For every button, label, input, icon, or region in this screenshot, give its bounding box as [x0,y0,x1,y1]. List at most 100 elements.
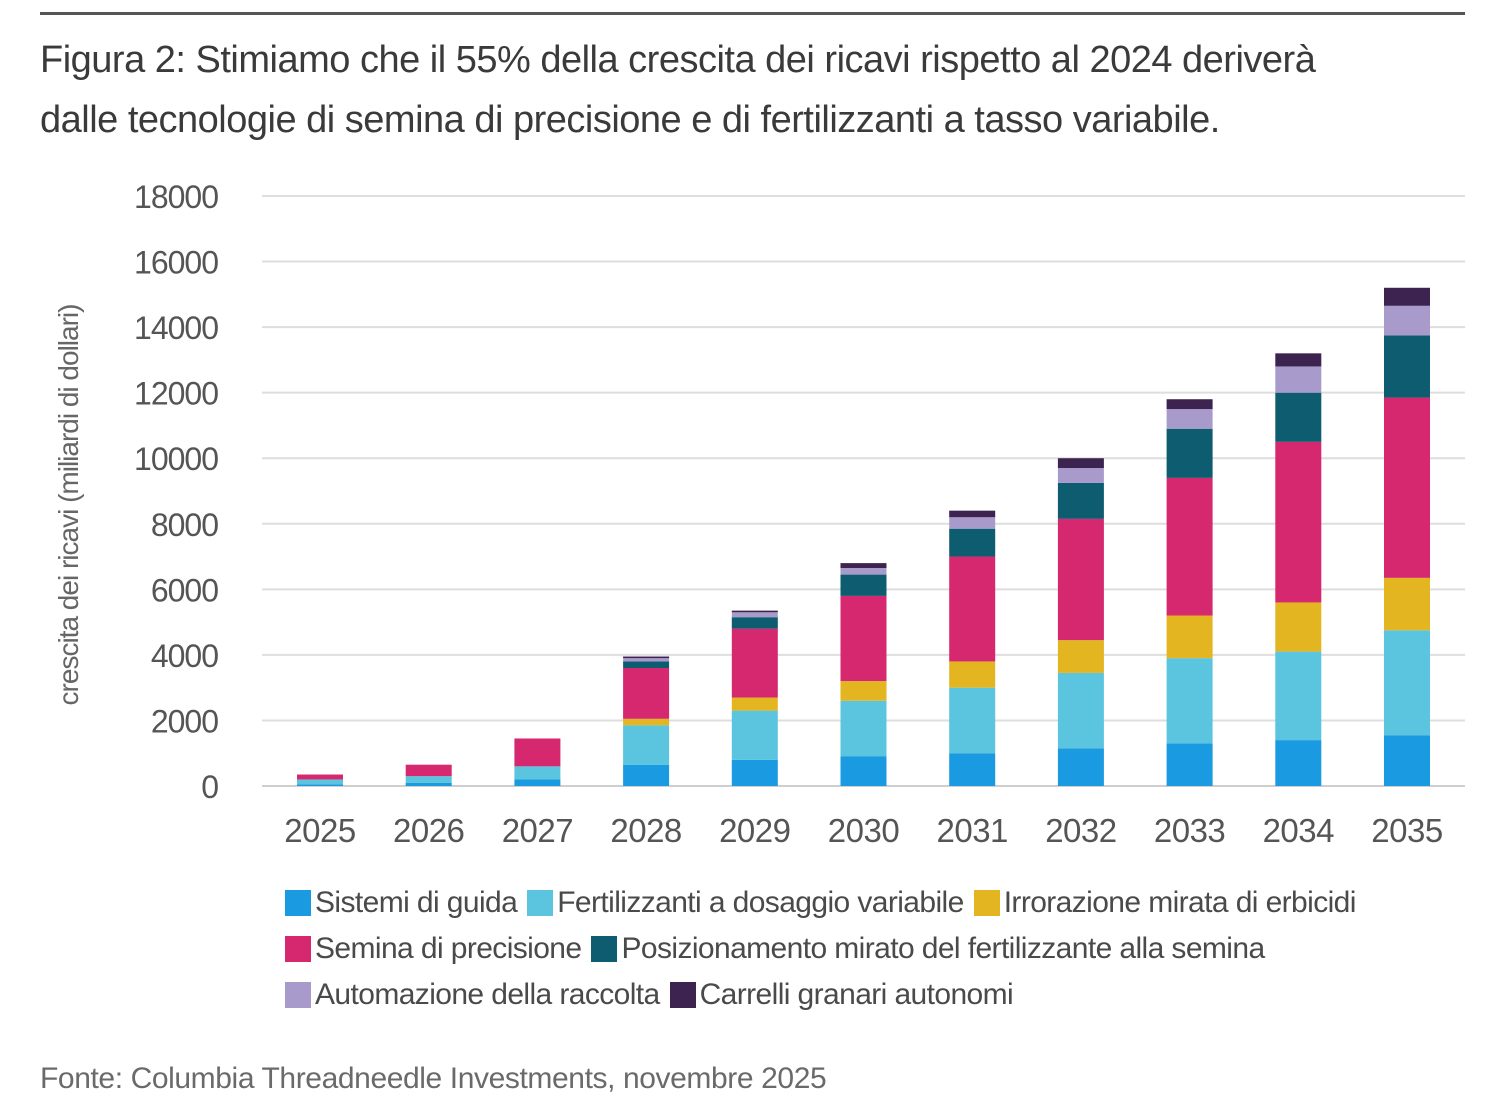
x-tick-label: 2031 [936,812,1007,849]
bar-segment-2032-3 [1057,518,1104,641]
bar-segment-2034-0 [1275,740,1322,786]
y-tick-label: 10000 [134,441,218,477]
bar-segment-2028-1 [623,725,670,765]
bar-segment-2027-0 [514,779,561,786]
bar-segment-2029-3 [731,628,778,698]
x-tick-label: 2026 [393,812,464,849]
bar-segment-2031-6 [949,510,996,518]
y-tick-label: 6000 [151,572,218,608]
bar-segment-2035-4 [1384,335,1430,398]
legend-label: Carrelli granari autonomi [699,978,1014,1011]
x-tick-label: 2030 [828,812,900,849]
bar-segment-2035-6 [1384,287,1430,306]
chart-legend: Sistemi di guida Fertilizzanti a dosaggi… [285,880,1485,1018]
y-tick-label: 8000 [151,507,218,543]
x-tick-label: 2025 [284,812,355,849]
bar-segment-2033-2 [1166,615,1213,659]
bar-segment-2030-6 [840,563,887,569]
bar-segment-2030-5 [840,568,887,575]
bar-segment-2035-3 [1384,397,1430,578]
bar-segment-2034-1 [1275,651,1322,741]
bar-segment-2032-2 [1057,640,1104,673]
bar-segment-2032-1 [1057,672,1104,749]
x-tick-label: 2034 [1263,812,1335,849]
legend-row: Sistemi di guida Fertilizzanti a dosaggi… [285,880,1485,926]
x-tick-label: 2032 [1045,812,1116,849]
bar-segment-2034-3 [1275,441,1322,603]
bar-segment-2028-3 [623,668,670,719]
bar-segment-2027-1 [514,766,561,780]
bar-segment-2035-0 [1384,735,1430,786]
legend-swatch [285,982,311,1008]
bar-segment-2032-4 [1057,482,1104,519]
bar-segment-2033-1 [1166,658,1213,744]
bar-segment-2028-2 [623,718,670,726]
bar-segment-2033-3 [1166,477,1213,616]
bar-segment-2030-1 [840,700,887,757]
bar-segment-2025-0 [297,784,343,786]
bar-segment-2034-5 [1275,366,1322,393]
legend-item-semina: Semina di precisione [285,932,582,966]
bar-segment-2032-5 [1057,468,1104,483]
bar-segment-2033-4 [1166,428,1213,478]
bar-segment-2025-3 [297,774,343,780]
legend-label: Sistemi di guida [315,886,518,919]
y-tick-label: 14000 [134,310,218,346]
bar-segment-2029-6 [731,610,778,613]
bar-segment-2026-1 [405,776,452,783]
legend-swatch [591,936,618,962]
bar-segment-2028-6 [623,656,670,659]
legend-swatch [669,982,696,1008]
legend-swatch [285,890,311,916]
bar-segment-2035-2 [1384,577,1430,631]
bar-segment-2031-1 [949,687,996,754]
bar-segment-2028-0 [623,764,670,786]
bar-segment-2031-5 [949,517,996,529]
bar-segment-2030-0 [840,756,887,786]
legend-label: Semina di precisione [315,932,582,965]
source-note: Fonte: Columbia Threadneedle Investments… [40,1062,827,1095]
y-tick-label: 0 [201,769,218,805]
legend-label: Irrorazione mirata di erbicidi [1003,886,1357,919]
bar-segment-2030-3 [840,595,887,682]
y-tick-label: 18000 [134,179,218,215]
bar-segment-2029-0 [731,759,778,786]
bar-segment-2033-5 [1166,409,1213,429]
stacked-bar-chart: 0 2000 4000 6000 8000 10000 12000 14000 16000 180… [53,179,1465,849]
x-tick-label: 2029 [719,812,790,849]
bar-segment-2026-0 [405,782,452,786]
bar-segment-2028-4 [623,661,670,668]
figure-title-line-2: dalle tecnologie di semina di precisione… [40,99,1220,141]
bar-segment-2029-5 [731,612,778,618]
legend-label: Fertilizzanti a dosaggio variabile [557,886,964,919]
figure-title: Figura 2: Stimiamo che il 55% della cres… [40,30,1480,150]
bar-segment-2028-5 [623,658,670,662]
bar-segment-2034-4 [1275,392,1322,442]
bar-segment-2030-2 [840,681,887,701]
x-tick-label: 2028 [610,812,681,849]
x-tick-label: 2035 [1371,812,1442,849]
legend-row: Semina di precisione Posizionamento mira… [285,926,1485,972]
legend-swatch [285,936,311,962]
figure-title-line-1: Figura 2: Stimiamo che il 55% della cres… [40,39,1316,81]
legend-item-fertilizzanti: Fertilizzanti a dosaggio variabile [527,886,964,920]
bar-segment-2031-2 [949,661,996,688]
legend-item-automazione: Automazione della raccolta [285,978,660,1012]
bar-segment-2027-3 [514,738,561,767]
legend-swatch [973,890,1000,916]
legend-label: Posizionamento mirato del fertilizzante … [621,932,1265,965]
x-tick-label: 2027 [502,812,573,849]
bar-segment-2032-6 [1057,458,1104,469]
bar-segment-2035-1 [1384,630,1430,736]
top-rule [40,12,1465,15]
bar-segment-2026-3 [405,764,452,777]
y-tick-label: 16000 [134,245,218,281]
legend-item-irrorazione: Irrorazione mirata di erbicidi [973,886,1357,920]
bar-segment-2035-5 [1384,305,1430,336]
bar-segment-2034-6 [1275,353,1322,367]
y-tick-label: 2000 [151,703,218,739]
bar-segment-2030-4 [840,574,887,596]
bar-segment-2031-3 [949,556,996,662]
y-tick-label: 12000 [134,376,218,412]
legend-item-posizionamento: Posizionamento mirato del fertilizzante … [591,932,1265,966]
